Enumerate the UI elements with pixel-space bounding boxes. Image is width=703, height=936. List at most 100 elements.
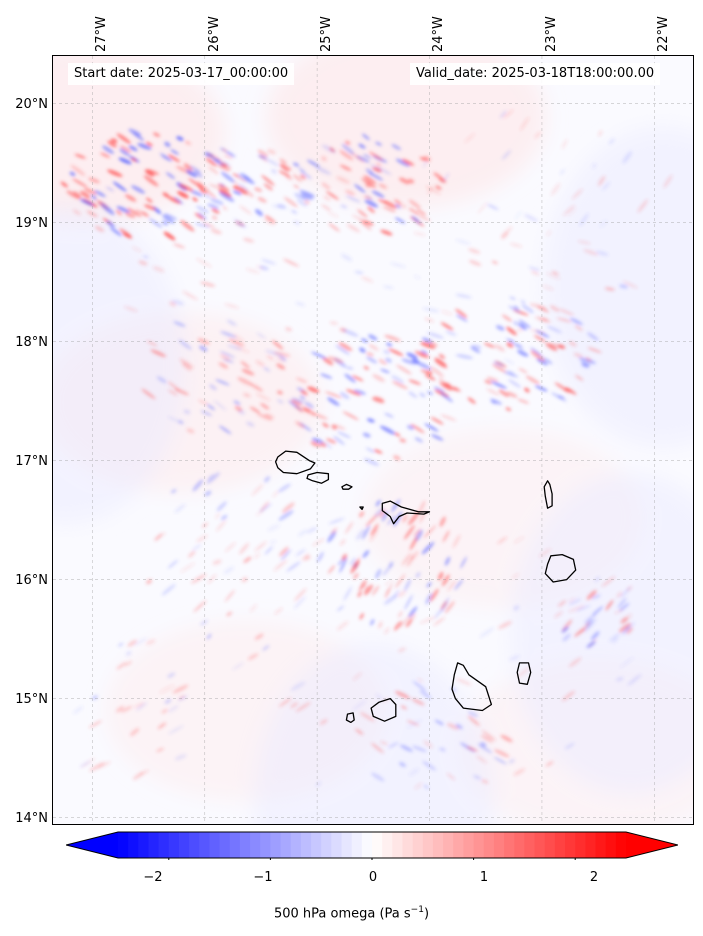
omega-descent-streak <box>518 319 531 329</box>
omega-ascent-streak <box>388 348 404 356</box>
omega-descent-streak <box>335 345 350 355</box>
omega-descent-streak <box>116 206 130 213</box>
colorbar-segment <box>422 832 434 858</box>
omega-ascent-streak <box>241 577 248 583</box>
omega-ascent-streak <box>304 199 310 205</box>
omega-ascent-streak <box>481 734 494 743</box>
omega-descent-streak <box>364 458 379 466</box>
omega-descent-streak <box>426 582 432 588</box>
omega-descent-streak <box>161 583 176 596</box>
omega-descent-streak <box>290 681 306 691</box>
omega-ascent-streak <box>256 265 264 270</box>
omega-descent-streak <box>546 325 562 333</box>
omega-ascent-streak <box>394 432 401 437</box>
omega-descent-streak <box>388 742 399 749</box>
omega-descent-streak <box>161 220 169 226</box>
lon-tick-text: 25°W <box>319 16 334 52</box>
omega-descent-streak <box>565 743 575 749</box>
omega-descent-streak <box>513 320 519 326</box>
omega-descent-streak <box>375 141 382 146</box>
omega-ascent-streak <box>254 187 263 193</box>
omega-ascent-streak <box>545 342 558 351</box>
omega-ascent-streak <box>403 524 415 540</box>
omega-descent-streak <box>219 191 235 202</box>
omega-ascent-streak <box>237 377 253 386</box>
omega-ascent-streak <box>384 580 395 586</box>
lon-tick-text: 27°W <box>94 16 109 52</box>
omega-ascent-streak <box>249 406 261 414</box>
omega-ascent-streak <box>146 340 158 347</box>
omega-ascent-streak <box>377 621 383 629</box>
colorbar-segment <box>300 832 312 858</box>
omega-ascent-streak <box>511 573 520 579</box>
omega-ascent-streak <box>413 231 426 237</box>
omega-ascent-streak <box>208 166 219 175</box>
colorbar-segment <box>118 832 129 858</box>
omega-descent-streak <box>487 204 499 210</box>
omega-descent-streak <box>349 557 357 566</box>
omega-ascent-streak <box>420 369 433 375</box>
omega-descent-streak <box>183 409 191 415</box>
omega-descent-streak <box>216 501 227 512</box>
omega-descent-streak <box>246 421 255 427</box>
omega-descent-streak <box>311 351 327 359</box>
omega-ascent-streak <box>243 237 255 243</box>
omega-ascent-streak <box>425 185 441 195</box>
omega-descent-streak <box>341 253 353 262</box>
omega-ascent-streak <box>491 260 499 265</box>
omega-ascent-streak <box>440 414 457 421</box>
omega-descent-streak <box>363 154 372 159</box>
colorbar-extend-high <box>626 832 678 858</box>
omega-ascent-streak <box>146 578 153 585</box>
colorbar-segment <box>199 832 210 858</box>
omega-descent-streak <box>110 227 122 237</box>
omega-descent-streak <box>433 386 445 393</box>
omega-ascent-streak <box>500 734 513 743</box>
omega-ascent-streak <box>414 782 423 790</box>
omega-descent-streak <box>364 199 379 208</box>
omega-ascent-streak <box>95 225 105 232</box>
omega-descent-streak <box>559 169 565 175</box>
omega-descent-streak <box>390 262 406 268</box>
omega-descent-streak <box>578 357 585 362</box>
omega-descent-streak <box>227 344 243 351</box>
omega-ascent-streak <box>467 397 476 404</box>
colorbar-segment <box>229 832 241 858</box>
omega-ascent-streak <box>336 176 350 184</box>
omega-ascent-streak <box>434 359 448 369</box>
omega-descent-streak <box>592 606 604 616</box>
omega-ascent-streak <box>435 185 442 190</box>
omega-descent-streak <box>192 479 204 492</box>
omega-descent-streak <box>394 217 406 224</box>
omega-ascent-streak <box>397 203 407 209</box>
omega-descent-streak <box>420 350 428 355</box>
omega-ascent-streak <box>384 334 401 342</box>
lat-tick-label: 15°N <box>15 692 48 707</box>
omega-ascent-streak <box>211 208 220 214</box>
omega-ascent-streak <box>551 271 559 276</box>
omega-descent-streak <box>423 784 429 790</box>
omega-descent-streak <box>395 158 410 167</box>
colorbar-segment <box>341 832 353 858</box>
omega-ascent-streak <box>505 407 512 412</box>
omega-descent-streak <box>264 157 280 167</box>
omega-ascent-streak <box>157 722 167 730</box>
omega-descent-streak <box>455 354 474 359</box>
omega-descent-streak <box>105 186 115 192</box>
omega-ascent-streak <box>542 285 554 291</box>
omega-descent-streak <box>576 605 591 612</box>
omega-ascent-streak <box>127 639 138 647</box>
omega-ascent-streak <box>351 375 364 382</box>
lat-tick-label: 17°N <box>15 454 48 469</box>
omega-ascent-streak <box>321 182 331 190</box>
omega-ascent-streak <box>285 326 292 332</box>
colorbar-segment <box>209 832 221 858</box>
omega-ascent-streak <box>419 616 437 624</box>
omega-ascent-streak <box>384 587 391 599</box>
omega-ascent-streak <box>577 240 591 245</box>
omega-descent-streak <box>622 625 630 635</box>
omega-ascent-streak <box>486 388 500 396</box>
omega-ascent-streak <box>224 542 236 552</box>
island-coastline <box>451 662 493 712</box>
colorbar-segment <box>311 832 322 858</box>
